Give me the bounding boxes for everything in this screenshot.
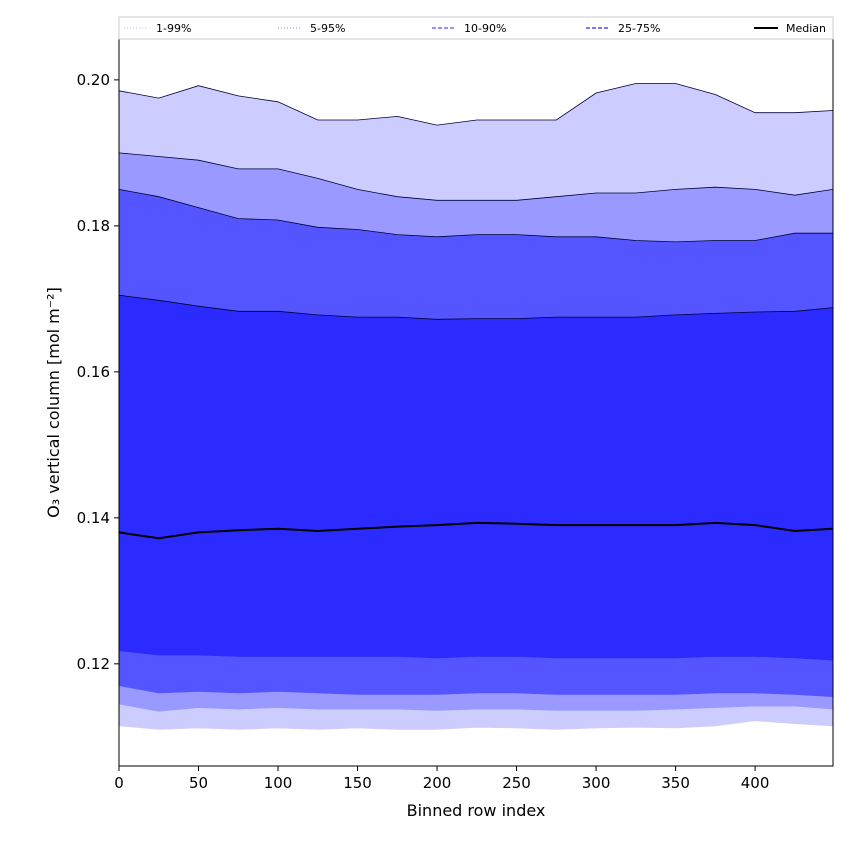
y-tick-label: 0.14 bbox=[77, 509, 110, 527]
band-lower-edge-1-99pct bbox=[119, 720, 833, 730]
y-tick-label: 0.12 bbox=[77, 655, 110, 673]
legend-label: 25-75% bbox=[618, 22, 660, 35]
x-tick-label: 400 bbox=[741, 774, 770, 792]
x-tick-label: 200 bbox=[423, 774, 452, 792]
band-upper-edge-25-75pct bbox=[119, 294, 833, 320]
band-25-75pct bbox=[119, 295, 833, 661]
x-tick-label: 250 bbox=[502, 774, 531, 792]
x-axis-label: Binned row index bbox=[407, 801, 546, 820]
legend-label: 5-95% bbox=[310, 22, 345, 35]
y-axis: 0.12 0.14 0.16 0.18 0.20 bbox=[77, 71, 119, 673]
x-tick-label: 50 bbox=[189, 774, 208, 792]
x-tick-label: 100 bbox=[264, 774, 293, 792]
x-tick-label: 0 bbox=[114, 774, 124, 792]
band-upper-edge-1-99pct bbox=[119, 83, 833, 126]
legend-label: 1-99% bbox=[156, 22, 191, 35]
y-tick-label: 0.20 bbox=[77, 71, 110, 89]
legend: 1-99% 5-95% 10-90% 25-75% Median bbox=[118, 16, 834, 40]
legend-label: 10-90% bbox=[464, 22, 506, 35]
legend-box bbox=[118, 16, 834, 40]
legend-label: Median bbox=[786, 22, 826, 35]
band-upper-edge-5-95pct bbox=[119, 152, 833, 201]
plot-marks bbox=[119, 83, 833, 730]
x-tick-label: 350 bbox=[661, 774, 690, 792]
x-tick-label: 150 bbox=[343, 774, 372, 792]
x-tick-label: 300 bbox=[582, 774, 611, 792]
x-axis: 0 50 100 150 200 250 300 350 400 bbox=[114, 766, 769, 792]
band-lower-edge-25-75pct bbox=[119, 650, 833, 661]
plot-area bbox=[118, 38, 834, 767]
band-lower-edge-10-90pct bbox=[119, 685, 833, 697]
y-tick-label: 0.18 bbox=[77, 217, 110, 235]
band-upper-edge-10-90pct bbox=[119, 189, 833, 243]
y-axis-label: O₃ vertical column [mol m⁻²] bbox=[44, 287, 63, 518]
median-line bbox=[119, 521, 833, 540]
y-tick-label: 0.16 bbox=[77, 363, 110, 381]
band-lower-edge-5-95pct bbox=[119, 703, 833, 712]
